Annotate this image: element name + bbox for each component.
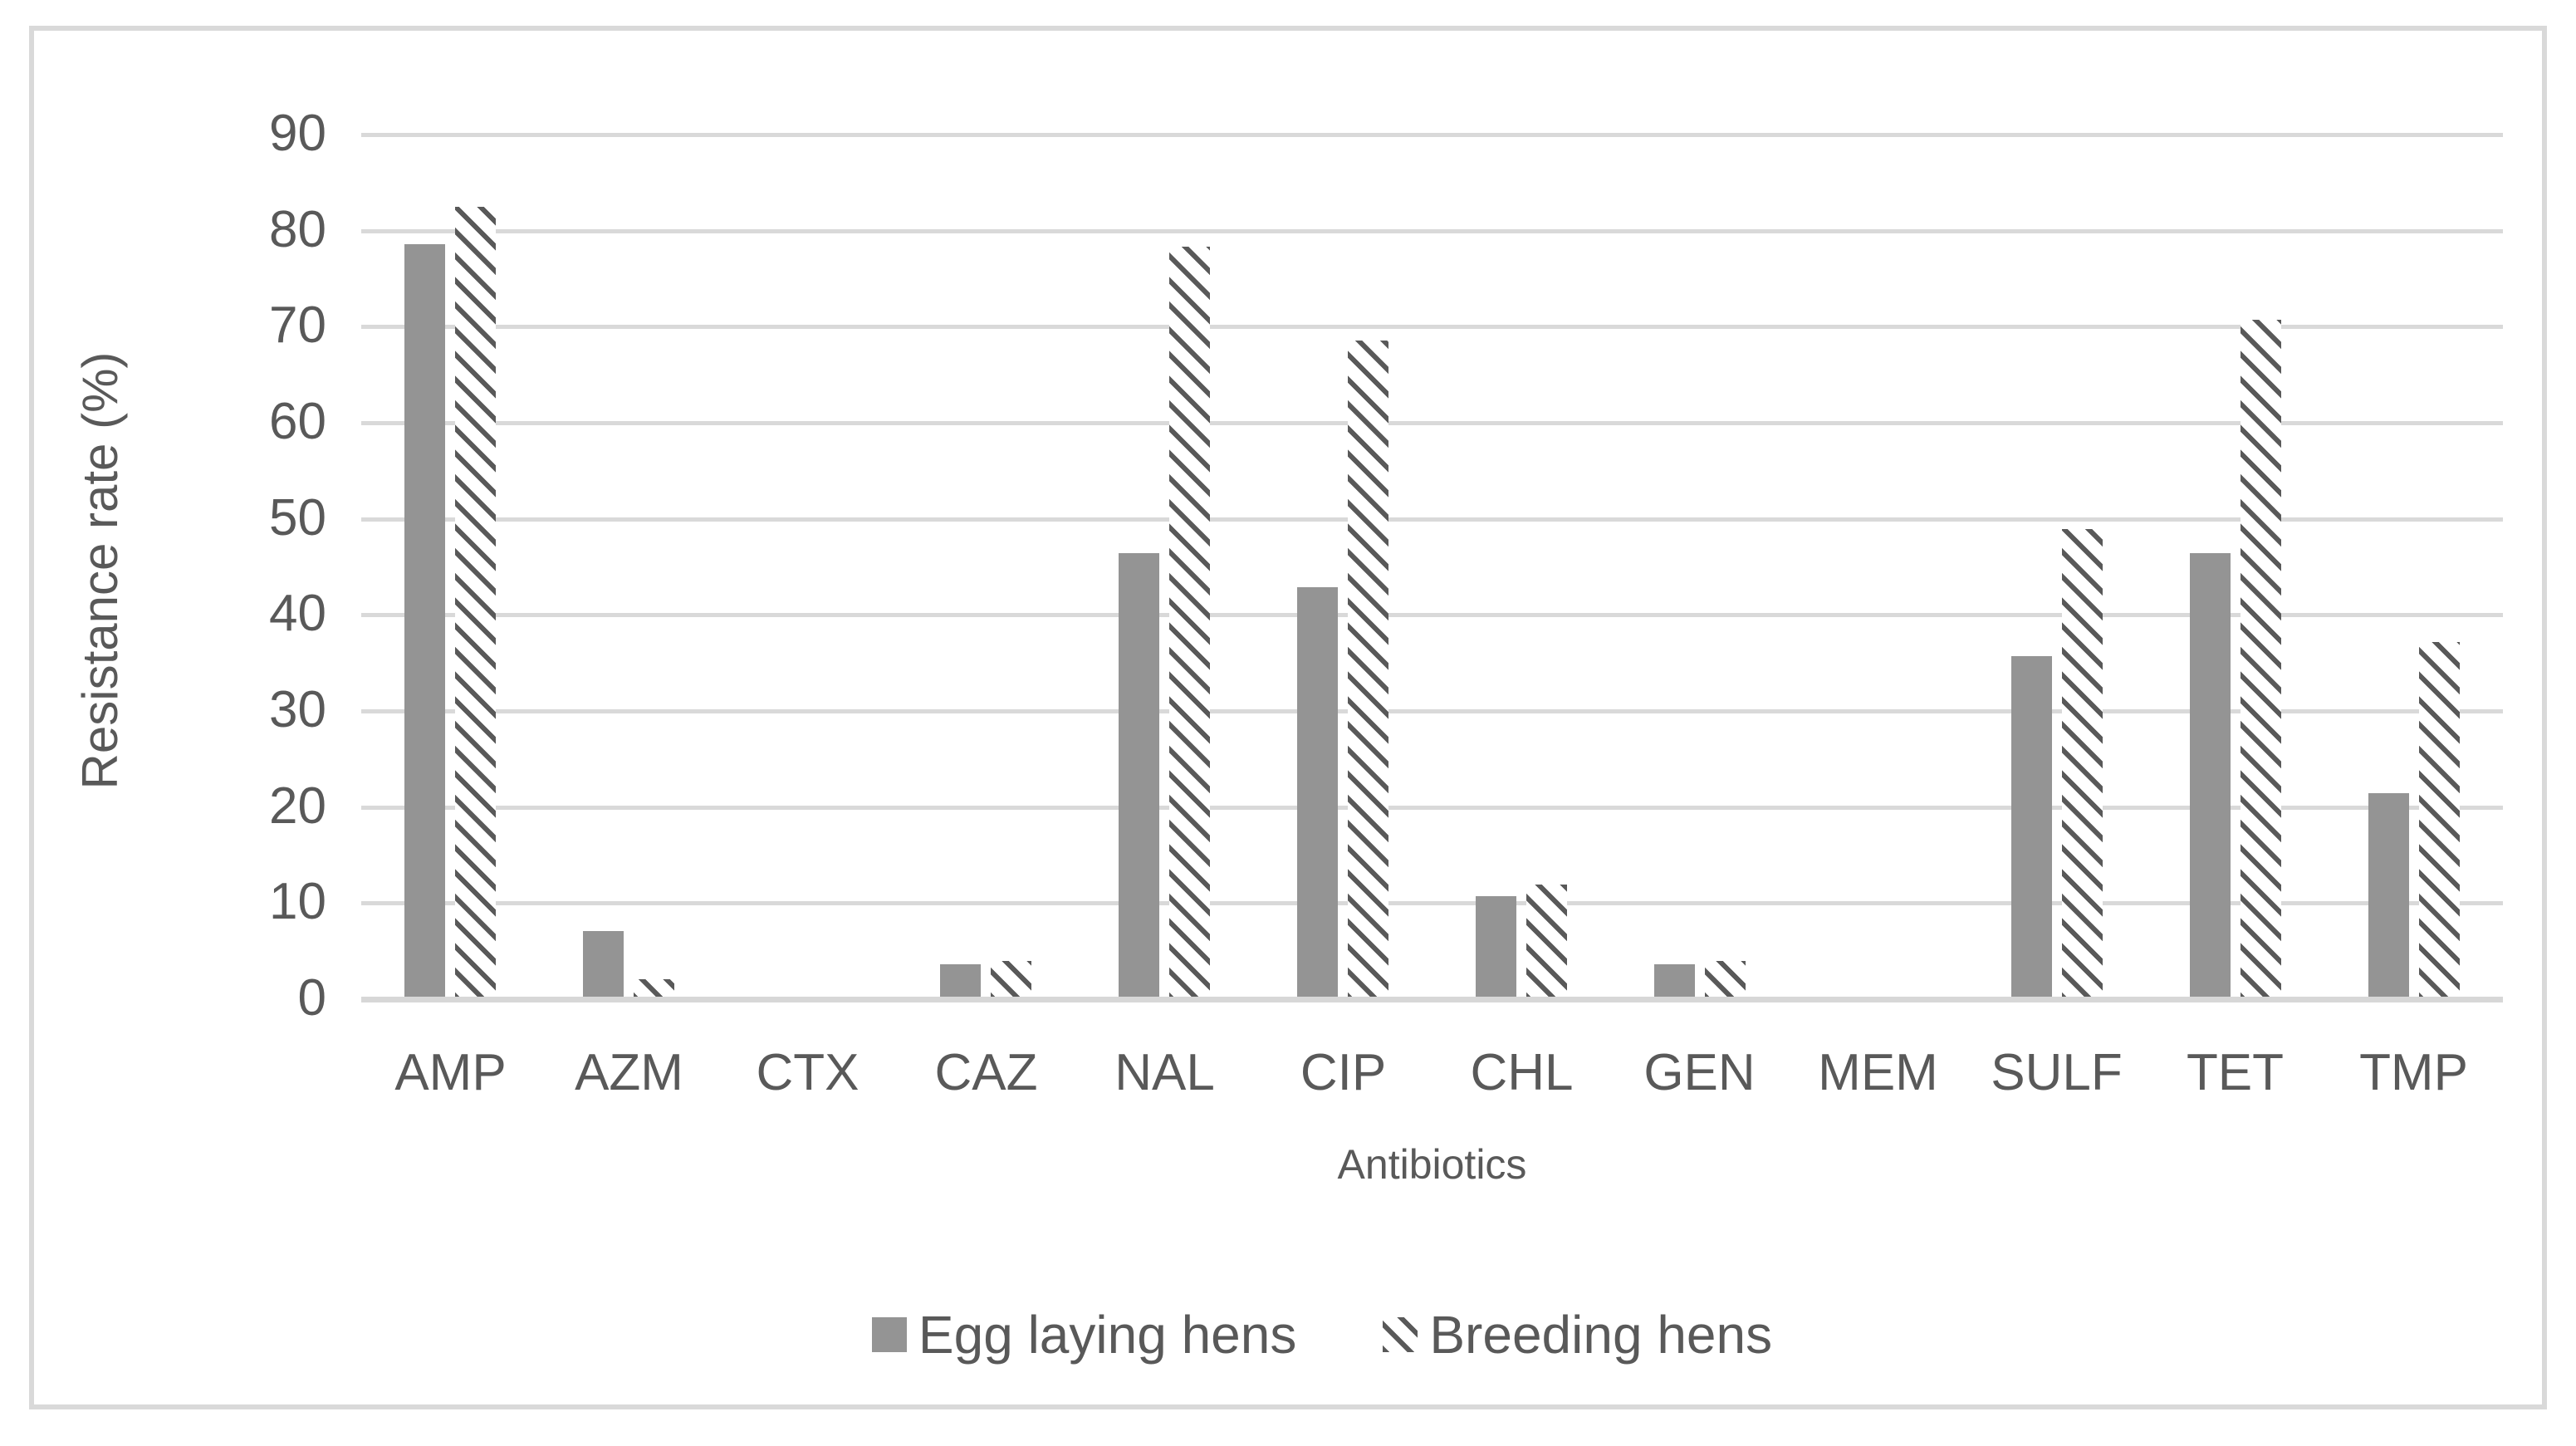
x-tick-label-nal: NAL [1114, 1044, 1215, 1101]
bar-chl-egg-laying [1476, 896, 1516, 999]
chart-frame: Resistance rate (%) 0 10 20 30 40 50 60 70 80 90 … [29, 26, 2547, 1409]
legend: Egg laying hens Breeding hens [63, 1300, 2576, 1370]
bar-chl-breeding [1526, 885, 1567, 999]
x-tick-label-cip: CIP [1300, 1044, 1387, 1101]
x-axis-title: Antibiotics [1337, 1141, 1527, 1188]
x-tick-label-azm: AZM [575, 1044, 683, 1101]
y-tick-label-50: 50 [269, 488, 326, 547]
bar-caz-egg-laying [940, 964, 981, 999]
hatched-swatch-icon [1383, 1317, 1418, 1352]
y-tick-label-10: 10 [269, 873, 326, 931]
y-tick-label-30: 30 [269, 680, 326, 738]
y-tick-label-60: 60 [269, 392, 326, 450]
bar-gen-egg-laying [1654, 964, 1695, 999]
x-tick-label-ctx: CTX [756, 1044, 859, 1101]
legend-label: Egg laying hens [918, 1305, 1297, 1365]
bar-azm-egg-laying [583, 931, 624, 999]
gridline-20 [361, 805, 2503, 810]
y-axis-title: Resistance rate (%) [72, 351, 128, 790]
bar-cip-egg-laying [1297, 587, 1338, 999]
plot-area [361, 133, 2503, 999]
legend-label: Breeding hens [1429, 1305, 1773, 1365]
x-axis-line [361, 997, 2503, 1002]
bar-gen-breeding [1705, 961, 1746, 999]
bar-amp-egg-laying [404, 244, 445, 999]
bar-nal-egg-laying [1119, 553, 1159, 999]
y-tick-label-40: 40 [269, 585, 326, 643]
solid-swatch-icon [871, 1317, 907, 1352]
bar-amp-breeding [455, 207, 496, 999]
bar-tmp-egg-laying [2368, 793, 2409, 999]
x-tick-label-tmp: TMP [2359, 1044, 2468, 1101]
x-tick-label-tet: TET [2186, 1044, 2285, 1101]
bar-sulf-egg-laying [2011, 656, 2052, 999]
gridline-80 [361, 228, 2503, 233]
x-tick-label-amp: AMP [394, 1044, 507, 1101]
y-tick-label-90: 90 [269, 104, 326, 162]
y-tick-label-70: 70 [269, 297, 326, 355]
x-axis-ticks: AMP AZM CTX CAZ NAL CIP CHL GEN MEM SULF TET TMP [361, 1047, 2503, 1105]
y-tick-label-80: 80 [269, 200, 326, 258]
x-tick-label-gen: GEN [1643, 1044, 1756, 1101]
bar-tmp-breeding [2419, 642, 2460, 999]
x-tick-label-mem: MEM [1818, 1044, 1938, 1101]
legend-item-egg-laying-hens: Egg laying hens [871, 1305, 1297, 1365]
legend-item-breeding-hens: Breeding hens [1383, 1308, 1772, 1361]
gridline-40 [361, 613, 2503, 618]
x-tick-label-caz: CAZ [934, 1044, 1038, 1101]
gridline-90 [361, 133, 2503, 137]
bar-nal-breeding [1169, 247, 1210, 999]
x-tick-label-chl: CHL [1470, 1044, 1574, 1101]
gridline-10 [361, 901, 2503, 906]
bar-caz-breeding [991, 961, 1031, 999]
x-tick-label-sulf: SULF [1991, 1044, 2123, 1101]
gridline-30 [361, 709, 2503, 713]
bar-cip-breeding [1348, 341, 1388, 999]
bar-sulf-breeding [2062, 529, 2103, 999]
y-tick-label-0: 0 [297, 968, 326, 1027]
bar-tet-breeding [2241, 320, 2281, 999]
y-tick-label-20: 20 [269, 777, 326, 835]
gridline-50 [361, 517, 2503, 522]
gridline-60 [361, 421, 2503, 425]
gridline-70 [361, 325, 2503, 330]
bar-tet-egg-laying [2190, 553, 2231, 999]
bar-azm-breeding [634, 979, 674, 999]
